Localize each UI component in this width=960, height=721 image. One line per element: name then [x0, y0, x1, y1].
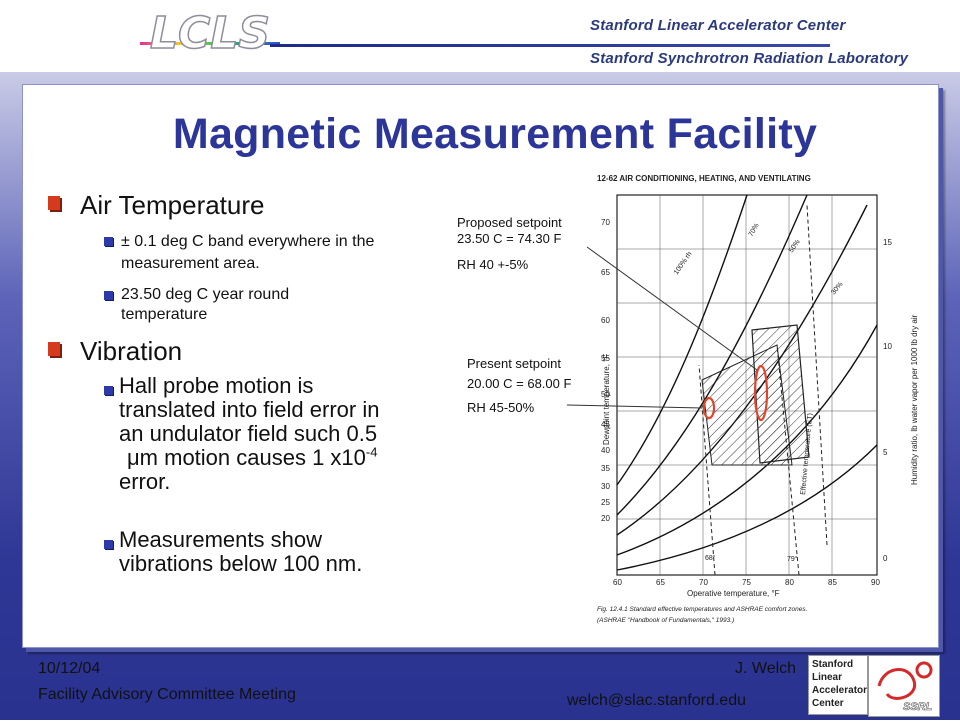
svg-text:(ASHRAE "Handbook of Fundament: (ASHRAE "Handbook of Fundamentals," 1993…: [597, 617, 734, 624]
comfort-zone-summer: [751, 324, 810, 464]
slide-title: Magnetic Measurement Facility: [172, 110, 818, 158]
present-setpoint-label: Present setpoint 20.00 C = 68.00 F RH 45…: [467, 356, 571, 415]
svg-text:SSRL: SSRL: [903, 701, 933, 713]
svg-text:Present setpoint: Present setpoint: [467, 356, 561, 371]
chart-page-header: 12-62 AIR CONDITIONING, HEATING, AND VEN…: [597, 174, 811, 183]
footer-date: 10/12/04: [38, 660, 101, 677]
svg-text:30%: 30%: [830, 281, 844, 296]
svg-text:15: 15: [883, 238, 892, 247]
svg-text:45: 45: [601, 420, 610, 429]
ssrl-logo: SSRL: [868, 655, 940, 717]
header-banner: LCLS Stanford Linear Accelerator Center …: [0, 0, 960, 72]
svg-text:RH 45-50%: RH 45-50%: [467, 400, 535, 415]
sub-bullet-icon: [104, 386, 113, 395]
vibration-item-2: Measurements show vibrations below 100 n…: [119, 527, 363, 576]
svg-text:85: 85: [828, 578, 837, 587]
y-right-tick-labels: 15 10 5 0: [883, 238, 892, 563]
proposed-setpoint-marker: [753, 364, 769, 422]
footer-email: welch@slac.stanford.edu: [567, 692, 746, 709]
rh-labels: 100% rh 70% 50% 30%: [673, 222, 845, 296]
svg-text:23.50 C = 74.30 F: 23.50 C = 74.30 F: [457, 231, 561, 246]
sub-bullet-icon: [104, 291, 113, 300]
x-tick-labels: 60 65 70 75 80 85 90: [613, 578, 880, 587]
vibration-item-1: Hall probe motion is translated into fie…: [119, 373, 380, 494]
y-left-axis-label: Dewpoint temperature, °F: [602, 354, 611, 445]
svg-text:50%: 50%: [788, 239, 802, 254]
proposed-setpoint-label: Proposed setpoint 23.50 C = 74.30 F RH 4…: [457, 215, 562, 272]
svg-text:60: 60: [601, 316, 610, 325]
svg-text:10: 10: [883, 342, 892, 351]
present-pointer: [566, 404, 703, 409]
air-temp-item-2: 23.50 deg C year round temperature: [121, 286, 290, 323]
svg-text:75: 75: [742, 578, 751, 587]
svg-text:80: 80: [785, 578, 794, 587]
sub-bullet-icon: [104, 540, 113, 549]
svg-text:79°: 79°: [787, 555, 798, 563]
svg-text:70: 70: [699, 578, 708, 587]
svg-text:65: 65: [601, 268, 610, 277]
x-axis-label: Operative temperature, °F: [687, 589, 780, 598]
svg-text:60: 60: [613, 578, 622, 587]
footer-author: J. Welch: [735, 660, 797, 677]
svg-text:20: 20: [601, 514, 610, 523]
y-right-axis-label: Humidity ratio, lb water vapor per 1000 …: [910, 314, 919, 485]
svg-text:Fig. 12.4.1 Standard effectiv: Fig. 12.4.1 Standard effective temperatu…: [597, 606, 808, 613]
svg-text:35: 35: [601, 464, 610, 473]
figure-caption: Fig. 12.4.1 Standard effective temperatu…: [597, 606, 808, 624]
svg-text:68°: 68°: [705, 554, 716, 562]
footer-meeting: Facility Advisory Committee Meeting: [38, 686, 296, 703]
svg-text:100% rh: 100% rh: [673, 251, 694, 276]
svg-text:0: 0: [883, 554, 888, 563]
air-temp-item-1: ± 0.1 deg C band everywhere in the measu…: [121, 233, 375, 272]
svg-text:70%: 70%: [748, 222, 761, 238]
svg-text:5: 5: [883, 448, 888, 457]
svg-text:70: 70: [601, 218, 610, 227]
svg-text:20.00 C = 68.00 F: 20.00 C = 68.00 F: [467, 376, 571, 391]
y-left-tick-labels: 70 65 60 55 50 45 40 35 30 25 20: [601, 218, 610, 523]
ashrae-comfort-chart: 12-62 AIR CONDITIONING, HEATING, AND VEN…: [457, 174, 919, 624]
svg-text:65: 65: [656, 578, 665, 587]
lcls-logo: LCLS: [140, 8, 280, 60]
svg-text:40: 40: [601, 446, 610, 455]
svg-text:30: 30: [601, 482, 610, 491]
section-heading-vibration: Vibration: [80, 336, 183, 366]
org-name-ssrl: Stanford Synchrotron Radiation Laborator…: [590, 50, 909, 67]
bullet-square-icon: [48, 342, 60, 356]
section-heading-air-temperature: Air Temperature: [80, 190, 265, 220]
slac-logo: Stanford Linear Accelerator Center: [808, 655, 868, 715]
svg-text:LCLS: LCLS: [150, 8, 270, 59]
svg-text:Proposed setpoint: Proposed setpoint: [457, 215, 562, 230]
svg-text:90: 90: [871, 578, 880, 587]
header-rule: [270, 44, 830, 47]
ssrl-emblem-icon: SSRL: [877, 661, 933, 713]
sub-bullet-icon: [104, 237, 113, 246]
proposed-pointer: [586, 246, 758, 371]
svg-text:25: 25: [601, 498, 610, 507]
svg-text:RH 40 +-5%: RH 40 +-5%: [457, 257, 529, 272]
present-setpoint-marker: [702, 396, 716, 420]
org-name-slac: Stanford Linear Accelerator Center: [590, 17, 846, 34]
bullet-square-icon: [48, 196, 60, 210]
svg-text:50: 50: [601, 390, 610, 399]
svg-text:55: 55: [601, 354, 610, 363]
